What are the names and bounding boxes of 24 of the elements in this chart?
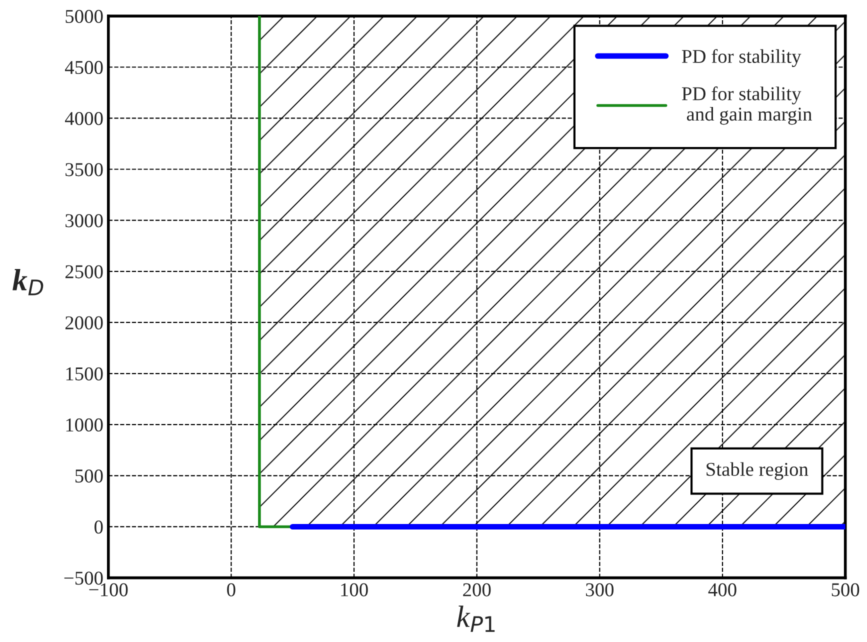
legend-label: PD for stability and gain margin <box>682 86 812 125</box>
y-tick-label: 3500 <box>66 163 103 176</box>
y-tick-label: 500 <box>75 469 103 483</box>
x-tick-label: 100 <box>341 583 368 596</box>
y-axis-title: k$_{D}$ <box>12 269 44 296</box>
y-tick-label: 4000 <box>65 112 103 126</box>
legend-label: PD for stability <box>682 49 802 67</box>
x-tick-label: 500 <box>832 583 860 596</box>
y-tick-label: 3000 <box>66 214 103 228</box>
x-axis-title: k$_{P1}$ <box>457 606 495 632</box>
x-tick-label: −100 <box>89 583 128 596</box>
x-tick-label: 300 <box>586 583 614 596</box>
y-tick-label: 1000 <box>66 418 103 432</box>
y-tick-label: 0 <box>94 520 103 534</box>
band-label: Stable region <box>706 462 808 480</box>
y-tick-label: 4500 <box>65 60 103 74</box>
y-tick-label: 5000 <box>66 10 103 23</box>
x-tick-label: 0 <box>227 583 236 596</box>
y-tick-label: 2000 <box>65 316 103 330</box>
x-tick-label: 200 <box>463 583 491 596</box>
y-tick-label: 2500 <box>65 265 103 278</box>
x-tick-label: 400 <box>708 583 736 596</box>
y-tick-label: 1500 <box>66 367 103 380</box>
y-tick-label: −500 <box>64 572 103 585</box>
